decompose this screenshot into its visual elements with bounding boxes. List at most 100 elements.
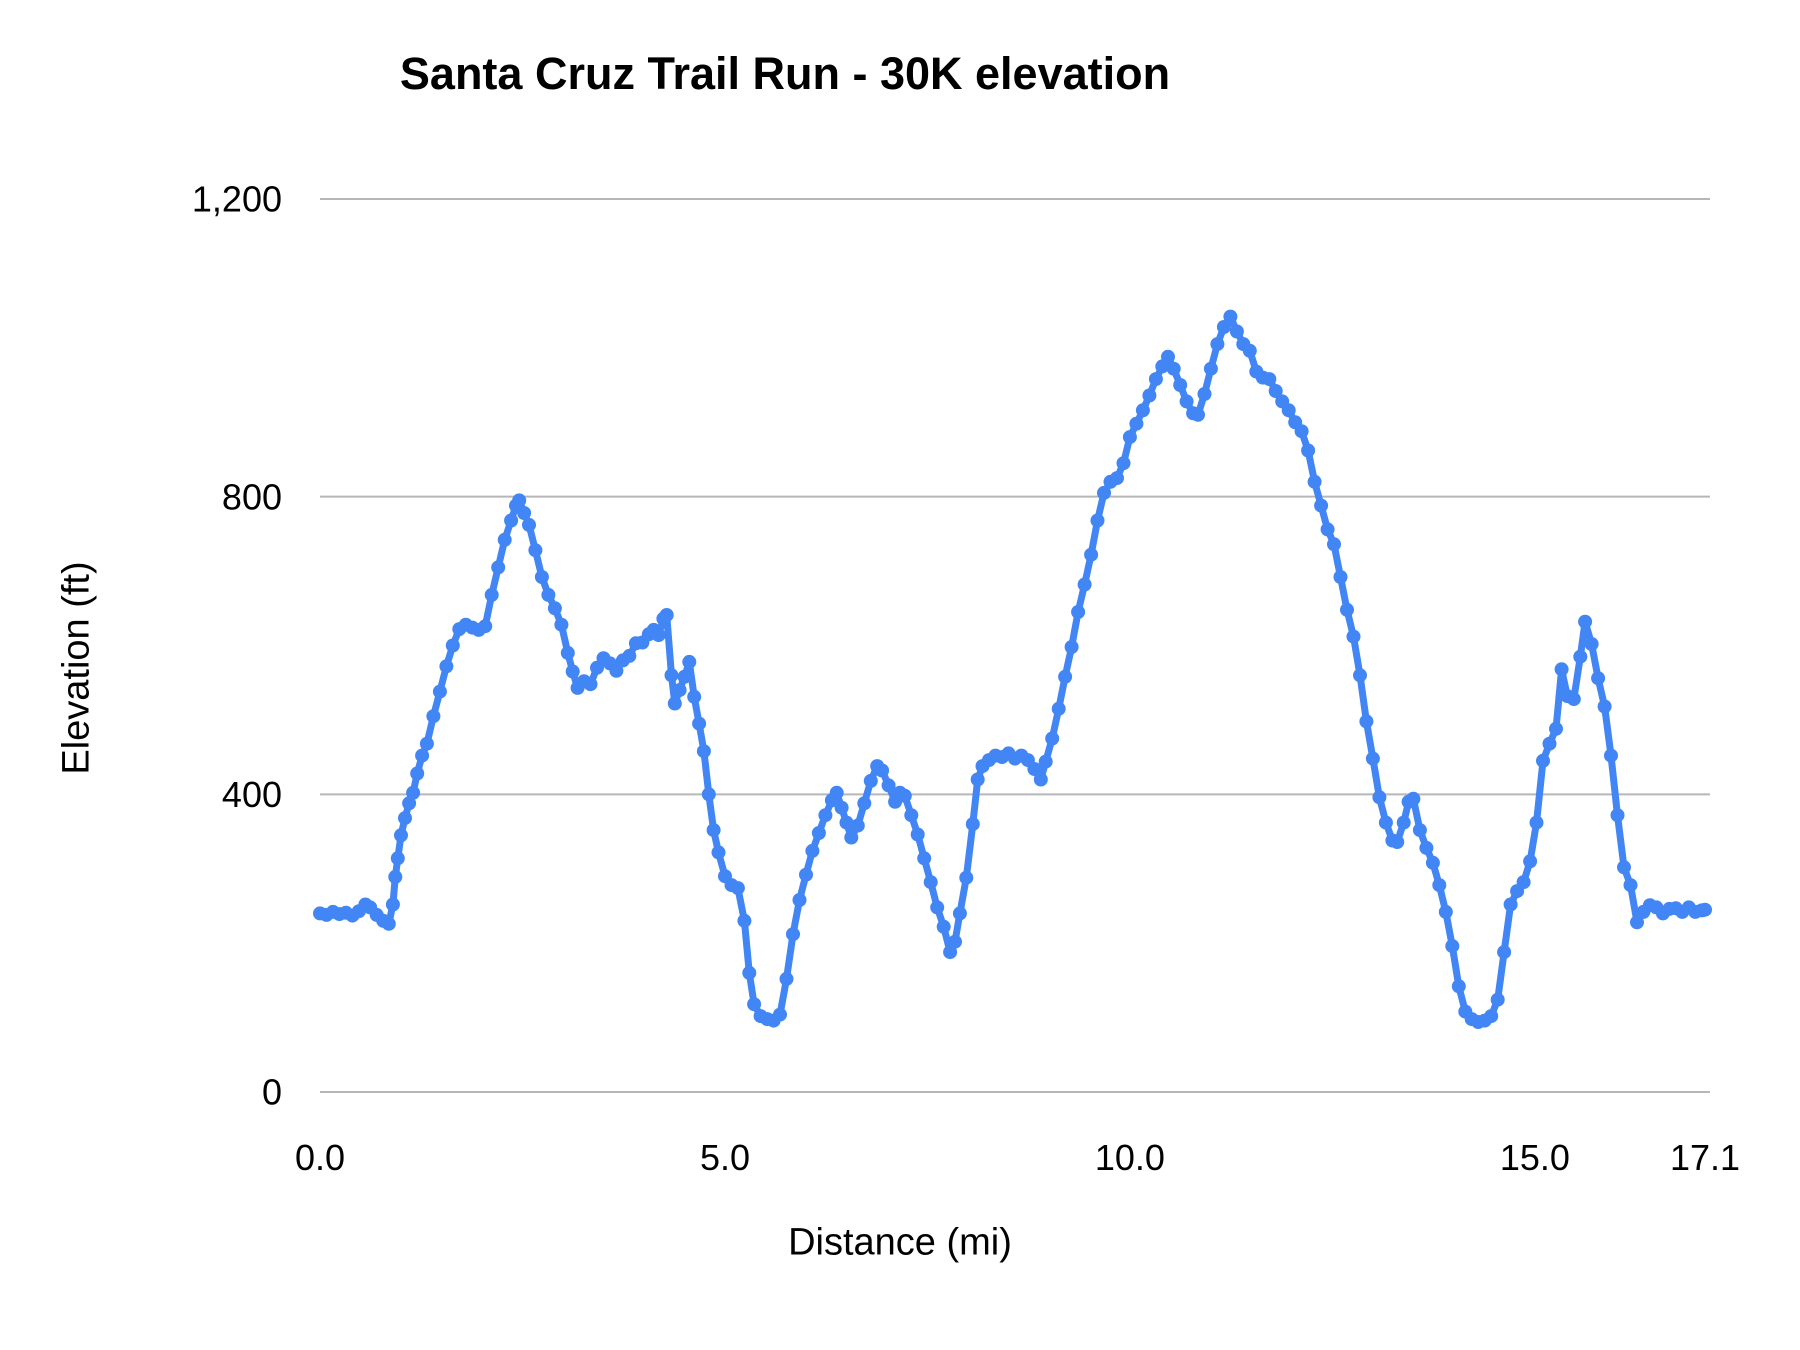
data-point[interactable] bbox=[385, 897, 400, 912]
data-point[interactable] bbox=[1484, 1009, 1499, 1024]
data-point[interactable] bbox=[560, 645, 575, 660]
data-point[interactable] bbox=[1584, 637, 1599, 651]
data-point[interactable] bbox=[491, 560, 506, 575]
data-point[interactable] bbox=[659, 608, 674, 622]
data-point[interactable] bbox=[667, 696, 682, 711]
data-point[interactable] bbox=[439, 659, 454, 674]
data-point[interactable] bbox=[1353, 668, 1367, 683]
data-point[interactable] bbox=[850, 818, 865, 833]
data-point[interactable] bbox=[779, 971, 794, 986]
data-point[interactable] bbox=[622, 648, 637, 663]
series-line[interactable] bbox=[316, 313, 1709, 1026]
data-point[interactable] bbox=[381, 916, 396, 931]
data-point[interactable] bbox=[402, 796, 417, 811]
data-point[interactable] bbox=[904, 808, 919, 823]
data-point[interactable] bbox=[1346, 629, 1361, 644]
data-point[interactable] bbox=[1578, 614, 1593, 629]
data-point[interactable] bbox=[952, 906, 967, 921]
data-point[interactable] bbox=[844, 830, 859, 845]
data-point[interactable] bbox=[1071, 605, 1086, 619]
data-point[interactable] bbox=[406, 785, 421, 800]
data-point[interactable] bbox=[1084, 547, 1099, 562]
data-point[interactable] bbox=[1116, 456, 1131, 471]
data-point[interactable] bbox=[799, 867, 813, 882]
data-point[interactable] bbox=[1333, 570, 1348, 584]
data-point[interactable] bbox=[512, 493, 527, 508]
data-point[interactable] bbox=[1142, 388, 1157, 403]
data-point[interactable] bbox=[541, 587, 556, 602]
data-point[interactable] bbox=[1294, 424, 1309, 439]
data-point[interactable] bbox=[651, 628, 666, 643]
data-point[interactable] bbox=[1365, 751, 1380, 766]
data-point[interactable] bbox=[1314, 498, 1329, 513]
data-point[interactable] bbox=[730, 881, 745, 896]
data-point[interactable] bbox=[1229, 324, 1244, 339]
data-point[interactable] bbox=[1166, 361, 1181, 376]
data-point[interactable] bbox=[1064, 640, 1079, 654]
data-point[interactable] bbox=[1591, 671, 1606, 686]
data-point[interactable] bbox=[445, 638, 460, 653]
data-point[interactable] bbox=[1045, 731, 1060, 746]
data-point[interactable] bbox=[1536, 753, 1550, 768]
data-point[interactable] bbox=[398, 811, 412, 826]
data-point[interactable] bbox=[1033, 772, 1048, 787]
data-point[interactable] bbox=[1566, 692, 1581, 707]
data-point[interactable] bbox=[1451, 979, 1466, 994]
data-point[interactable] bbox=[1529, 815, 1544, 830]
data-point[interactable] bbox=[711, 845, 726, 860]
data-point[interactable] bbox=[1161, 349, 1175, 364]
data-point[interactable] bbox=[965, 817, 980, 832]
data-point[interactable] bbox=[410, 766, 425, 781]
data-point[interactable] bbox=[554, 617, 569, 632]
data-point[interactable] bbox=[1027, 762, 1042, 776]
data-point[interactable] bbox=[1110, 471, 1124, 486]
data-point[interactable] bbox=[917, 851, 932, 866]
data-point[interactable] bbox=[1554, 662, 1569, 677]
data-point[interactable] bbox=[1698, 902, 1712, 917]
data-point[interactable] bbox=[936, 919, 951, 934]
data-point[interactable] bbox=[1097, 485, 1111, 500]
data-point[interactable] bbox=[747, 997, 762, 1012]
data-point[interactable] bbox=[923, 875, 938, 890]
data-point[interactable] bbox=[484, 587, 499, 602]
data-point[interactable] bbox=[1597, 699, 1612, 714]
data-point[interactable] bbox=[1490, 992, 1505, 1007]
data-point[interactable] bbox=[1425, 855, 1440, 870]
data-point[interactable] bbox=[818, 808, 833, 823]
data-point[interactable] bbox=[1412, 823, 1427, 838]
data-point[interactable] bbox=[394, 828, 408, 843]
data-point[interactable] bbox=[970, 772, 985, 787]
data-point[interactable] bbox=[1610, 808, 1625, 823]
data-point[interactable] bbox=[1503, 897, 1518, 912]
data-point[interactable] bbox=[1191, 407, 1205, 422]
data-point[interactable] bbox=[1542, 736, 1557, 751]
data-point[interactable] bbox=[948, 934, 962, 949]
data-point[interactable] bbox=[857, 796, 872, 811]
data-point[interactable] bbox=[834, 800, 849, 815]
data-point[interactable] bbox=[1406, 791, 1421, 806]
data-point[interactable] bbox=[1129, 416, 1144, 431]
data-point[interactable] bbox=[1396, 815, 1411, 830]
data-point[interactable] bbox=[1320, 522, 1335, 537]
data-point[interactable] bbox=[528, 543, 543, 558]
data-point[interactable] bbox=[1122, 430, 1137, 445]
data-point[interactable] bbox=[1378, 815, 1393, 830]
data-point[interactable] bbox=[1438, 904, 1453, 919]
data-point[interactable] bbox=[1432, 878, 1447, 893]
data-point[interactable] bbox=[1281, 403, 1296, 418]
data-point[interactable] bbox=[1604, 748, 1618, 763]
data-point[interactable] bbox=[1051, 701, 1066, 716]
data-point[interactable] bbox=[1058, 669, 1073, 684]
data-point[interactable] bbox=[583, 677, 598, 692]
data-point[interactable] bbox=[1242, 343, 1257, 358]
data-point[interactable] bbox=[1038, 754, 1053, 769]
data-point[interactable] bbox=[415, 748, 430, 763]
data-point[interactable] bbox=[1359, 714, 1374, 729]
data-point[interactable] bbox=[829, 785, 844, 800]
data-point[interactable] bbox=[805, 843, 820, 858]
data-point[interactable] bbox=[1327, 537, 1341, 552]
data-point[interactable] bbox=[1179, 394, 1194, 409]
data-point[interactable] bbox=[419, 736, 434, 751]
data-point[interactable] bbox=[742, 965, 757, 980]
data-point[interactable] bbox=[1223, 309, 1238, 324]
